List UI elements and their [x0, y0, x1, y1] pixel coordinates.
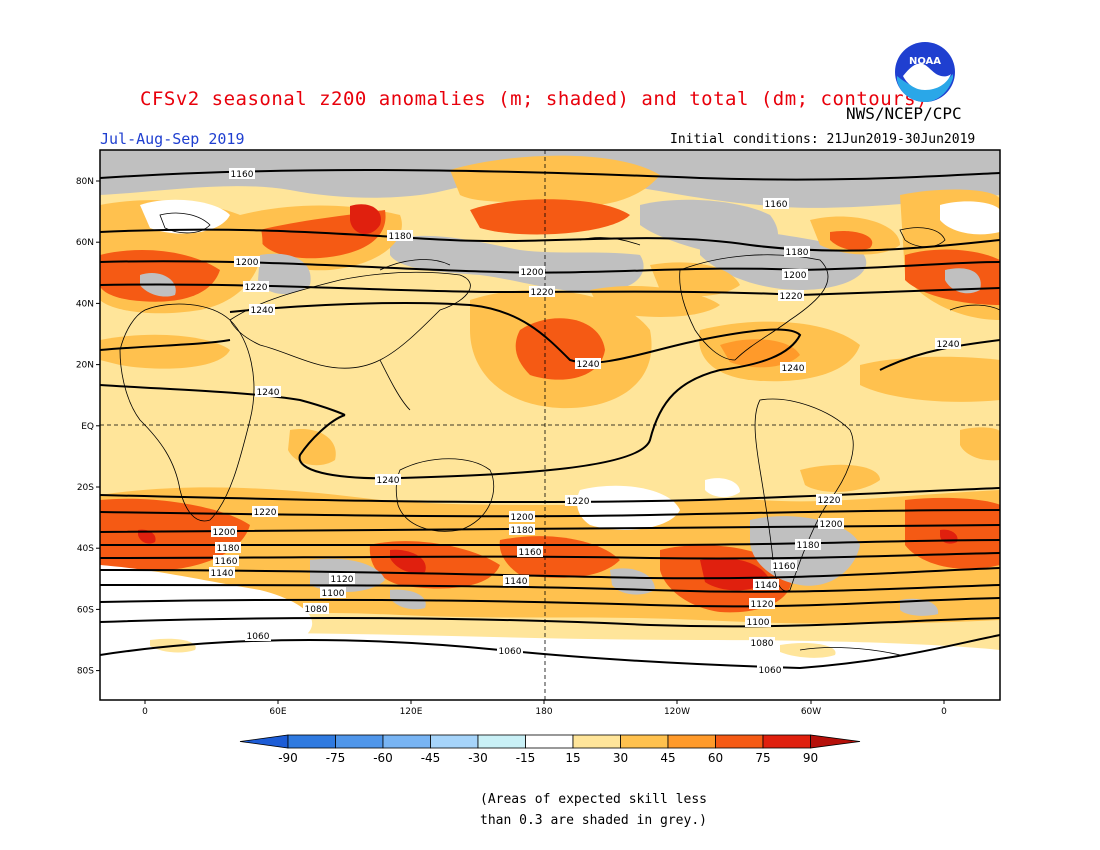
colorbar-tick: 45 — [660, 751, 675, 765]
colorbar-tick: -75 — [326, 751, 346, 765]
contour-label: 1240 — [251, 306, 274, 316]
lat-label: 80S — [77, 667, 94, 677]
contour-label: 1080 — [305, 605, 328, 615]
agency-label: NWS/NCEP/CPC — [846, 104, 962, 123]
lat-label: 40S — [77, 544, 94, 554]
coastlines — [119, 212, 1000, 656]
contour-label: 1220 — [567, 497, 590, 507]
colorbar-tick: -30 — [468, 751, 488, 765]
lat-label: 20S — [77, 483, 94, 493]
contour-label: 1100 — [322, 589, 345, 599]
contour-label: 1220 — [818, 496, 841, 506]
colorbar-swatch — [667, 734, 716, 749]
contour-label: 1120 — [751, 600, 774, 610]
contour-label: 1160 — [765, 200, 788, 210]
lat-label: EQ — [81, 422, 94, 432]
contour-label: 1180 — [797, 541, 820, 551]
colorbar-swatch — [525, 734, 574, 749]
contour-label: 1160 — [773, 562, 796, 572]
lon-label: 120W — [664, 707, 690, 717]
colorbar-tick: -60 — [373, 751, 393, 765]
contour-label: 1220 — [245, 283, 268, 293]
skill-note-line1: (Areas of expected skill less — [480, 792, 707, 807]
skill-note-line2: than 0.3 are shaded in grey.) — [480, 813, 707, 828]
colorbar-swatch — [715, 734, 764, 749]
lon-label: 60E — [269, 707, 286, 717]
contour-label: 1100 — [747, 618, 770, 628]
contour-label: 1180 — [389, 232, 412, 242]
contour-label: 1200 — [236, 258, 259, 268]
colorbar-swatch — [335, 734, 384, 749]
contour-label: 1240 — [577, 360, 600, 370]
contour-label: 1200 — [213, 528, 236, 538]
contour-label: 1240 — [257, 388, 280, 398]
colorbar-tick: 30 — [613, 751, 628, 765]
contour-label: 1200 — [511, 513, 534, 523]
contour-label: 1220 — [254, 508, 277, 518]
logo-text: NOAA — [909, 56, 941, 67]
colorbar-swatch — [287, 734, 336, 749]
colorbar-tick: 75 — [755, 751, 770, 765]
contour-label: 1060 — [499, 647, 522, 657]
lat-label: 40N — [76, 299, 94, 309]
contour-labels: 1160 1160 1180 1180 1200 1200 1200 1220 1220 1220… — [209, 168, 961, 676]
chart-title: CFSv2 seasonal z200 anomalies (m; shaded… — [140, 88, 928, 110]
lat-label: 80N — [76, 177, 94, 187]
contour-label: 1220 — [780, 292, 803, 302]
colorbar-tick: 60 — [708, 751, 723, 765]
contour-label: 1180 — [217, 544, 240, 554]
contour-label: 1240 — [937, 340, 960, 350]
lon-label: 0 — [941, 707, 947, 717]
contour-label: 1200 — [784, 271, 807, 281]
contour-label: 1220 — [531, 288, 554, 298]
contour-label: 1180 — [786, 248, 809, 258]
colorbar: -90 -75 -60 -45 -30 -15 15 30 45 60 75 90 — [239, 734, 861, 765]
contour-label: 1140 — [211, 569, 234, 579]
contour-label: 1120 — [331, 575, 354, 585]
colorbar-tick: -45 — [421, 751, 441, 765]
season-label: Jul-Aug-Sep 2019 — [100, 130, 245, 148]
lon-label: 180 — [535, 707, 552, 717]
lat-label: 60S — [77, 605, 94, 615]
colorbar-swatch — [762, 734, 811, 749]
colorbar-tick: -15 — [516, 751, 536, 765]
noaa-logo-icon: NOAA — [895, 42, 955, 102]
contour-label: 1060 — [247, 632, 270, 642]
colorbar-tick: 90 — [803, 751, 818, 765]
initial-conditions-label: Initial conditions: 21Jun2019-30Jun2019 — [670, 132, 976, 147]
contour-label: 1160 — [215, 557, 238, 567]
colorbar-swatch — [477, 734, 526, 749]
contour-label: 1180 — [511, 526, 534, 536]
colorbar-left-arrow — [239, 734, 289, 749]
contour-label: 1080 — [751, 639, 774, 649]
lon-label: 0 — [142, 707, 148, 717]
contour-label: 1200 — [521, 268, 544, 278]
contour-label: 1160 — [519, 548, 542, 558]
contour-label: 1140 — [755, 581, 778, 591]
contour-label: 1200 — [820, 520, 843, 530]
colorbar-swatch — [572, 734, 621, 749]
lat-label: 20N — [76, 361, 94, 371]
colorbar-right-arrow — [810, 734, 861, 749]
colorbar-swatch — [620, 734, 669, 749]
contour-label: 1160 — [231, 170, 254, 180]
contour-label: 1140 — [505, 577, 528, 587]
lon-label: 60W — [801, 707, 821, 717]
colorbar-swatch — [382, 734, 431, 749]
contour-label: 1240 — [782, 364, 805, 374]
lon-label: 120E — [400, 707, 423, 717]
contour-label: 1060 — [759, 666, 782, 676]
contour-label: 1240 — [377, 476, 400, 486]
map-frame — [99, 149, 1001, 701]
longitude-labels: 0 60E 120E 180 120W 60W 0 — [142, 700, 947, 717]
colorbar-tick: 15 — [565, 751, 580, 765]
colorbar-swatch — [430, 734, 479, 749]
latitude-labels: 80N 60N 40N 20N EQ 20S 40S 60S 80S — [76, 177, 100, 677]
colorbar-tick: -90 — [278, 751, 298, 765]
lat-label: 60N — [76, 238, 94, 248]
